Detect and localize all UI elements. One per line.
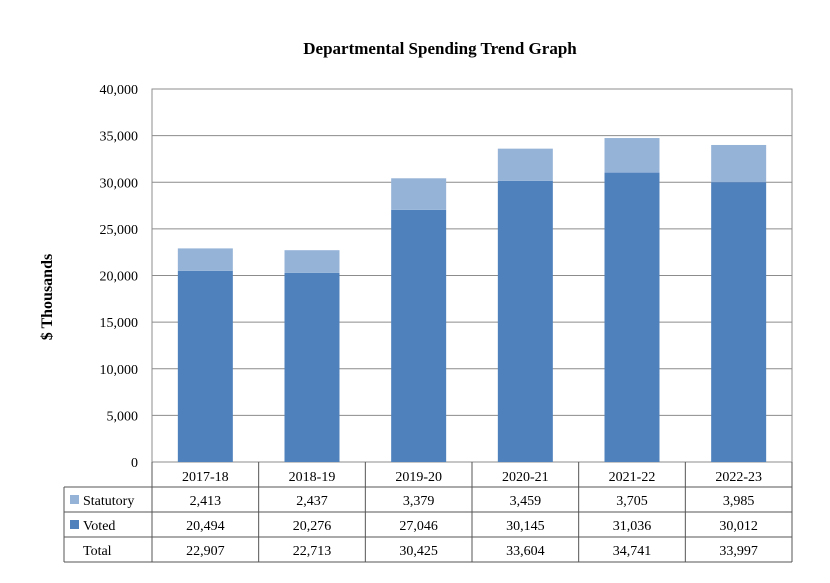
- y-tick-label: 0: [131, 456, 138, 471]
- data-label: 34,741: [613, 544, 652, 559]
- row-label-total: Total: [83, 544, 112, 559]
- bars: [177, 138, 767, 462]
- bar-statutory-2021-22: [604, 138, 660, 173]
- bar-voted-2019-20: [391, 209, 447, 462]
- data-label: 31,036: [613, 519, 652, 534]
- y-tick-label: 20,000: [100, 270, 139, 285]
- data-table: 2017-18 2018-19 2019-20 2020-21 2021-22 2022-…: [63, 462, 793, 563]
- chart-title: Departmental Spending Trend Graph: [303, 39, 577, 58]
- data-label: 27,046: [399, 519, 438, 534]
- data-label: 20,276: [293, 519, 332, 534]
- x-tick-label: 2020-21: [502, 470, 549, 485]
- data-label: 2,413: [190, 494, 222, 509]
- bar-statutory-2019-20: [391, 178, 447, 210]
- bar-voted-2021-22: [604, 172, 660, 462]
- data-label: 22,907: [186, 544, 225, 559]
- y-tick-label: 15,000: [100, 316, 139, 331]
- data-label: 3,459: [510, 494, 542, 509]
- y-tick-label: 10,000: [100, 363, 139, 378]
- y-axis-label: $ Thousands: [39, 254, 56, 340]
- y-axis-ticks: 0 5,000 10,000 15,000 20,000 25,000 30,000 35,0…: [100, 83, 139, 471]
- x-tick-label: 2017-18: [182, 470, 229, 485]
- y-tick-label: 30,000: [100, 176, 139, 191]
- bar-statutory-2020-21: [497, 148, 553, 181]
- bar-statutory-2022-23: [711, 144, 767, 183]
- legend-swatch-voted: [70, 520, 79, 529]
- data-label: 33,997: [719, 544, 758, 559]
- legend-label-statutory: Statutory: [83, 494, 134, 509]
- x-tick-label: 2022-23: [715, 470, 762, 485]
- bar-statutory-2018-19: [284, 250, 340, 273]
- bar-voted-2018-19: [284, 272, 340, 462]
- data-label: 30,425: [399, 544, 438, 559]
- bar-statutory-2017-18: [177, 248, 233, 271]
- x-tick-label: 2021-22: [609, 470, 656, 485]
- data-label: 3,379: [403, 494, 435, 509]
- y-tick-label: 35,000: [100, 130, 139, 145]
- data-label: 33,604: [506, 544, 545, 559]
- x-tick-label: 2018-19: [289, 470, 336, 485]
- y-tick-label: 40,000: [100, 83, 139, 98]
- y-tick-label: 5,000: [107, 409, 139, 424]
- x-tick-label: 2019-20: [395, 470, 442, 485]
- data-label: 3,985: [723, 494, 755, 509]
- bar-voted-2022-23: [711, 182, 767, 462]
- data-label: 30,145: [506, 519, 545, 534]
- legend-label-voted: Voted: [83, 519, 115, 534]
- legend-swatch-statutory: [70, 495, 79, 504]
- data-label: 22,713: [293, 544, 332, 559]
- data-label: 2,437: [296, 494, 328, 509]
- data-label: 20,494: [186, 519, 225, 534]
- data-label: 30,012: [719, 519, 758, 534]
- bar-voted-2017-18: [177, 270, 233, 462]
- gridlines: [151, 88, 793, 463]
- y-tick-label: 25,000: [100, 223, 139, 238]
- data-label: 3,705: [616, 494, 648, 509]
- bar-voted-2020-21: [497, 180, 553, 462]
